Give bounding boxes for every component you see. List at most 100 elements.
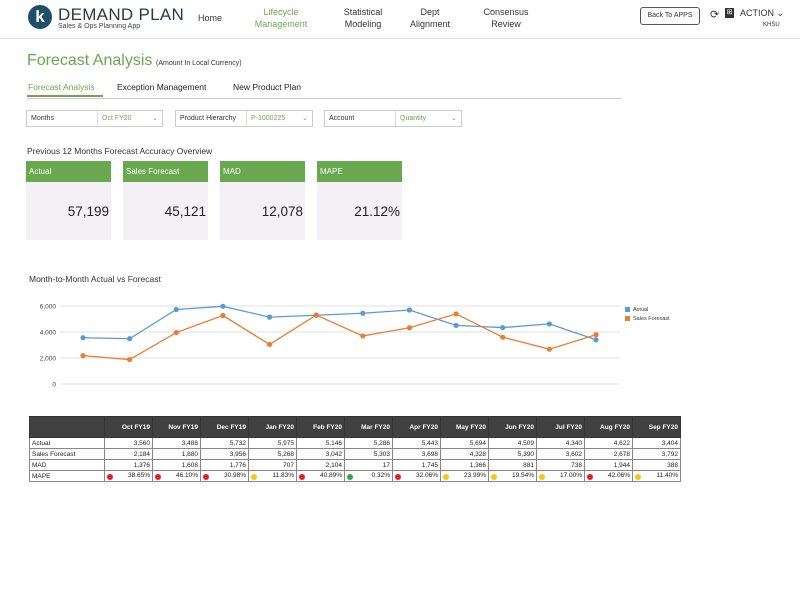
line-chart: 6,000 4,000 2,000 0 Actual Sales Forecast (40, 304, 670, 389)
account-filter[interactable]: Account Quantity ⌄ (324, 110, 462, 127)
top-bar: k DEMAND PLAN Sales & Ops Planning App H… (0, 0, 800, 39)
nav-dept-alignment[interactable]: Dept Alignment (405, 6, 455, 30)
table-header-cell: Aug FY20 (584, 416, 633, 438)
table-cell: 5,975 (248, 437, 297, 449)
refresh-icon[interactable]: ⟳ (710, 9, 720, 21)
cell-value: 5,268 (277, 450, 294, 458)
cell-value: 3,956 (229, 450, 246, 458)
table-header-cell: Jul FY20 (536, 416, 585, 438)
data-point-sales-forecast (80, 353, 86, 359)
table-header-cell: Jan FY20 (248, 416, 297, 438)
nav-home[interactable]: Home (198, 12, 222, 24)
tab-forecast-analysis[interactable]: Forecast Analysis (28, 82, 95, 92)
back-to-apps-button[interactable]: Back To APPS (640, 7, 700, 25)
table-cell: 32.06% (392, 470, 441, 482)
status-dot-icon (491, 474, 497, 480)
status-dot-icon (443, 474, 449, 480)
table-cell: 1,366 (440, 459, 489, 471)
data-point-sales-forecast (406, 325, 413, 331)
nav-statistical-label-1: Statistical (343, 7, 383, 17)
table-cell: 1,880 (152, 448, 201, 460)
table-cell: 46.10% (152, 470, 201, 482)
table-cell: 40.89% (296, 470, 345, 482)
account-filter-value: Quantity (395, 111, 462, 126)
cell-value: 38.65% (127, 472, 150, 479)
cell-value: 1,745 (421, 461, 438, 469)
forecast-table: Oct FY19 Nov FY19 Dec FY19 Jan FY20 Feb FY20… (29, 416, 681, 482)
kpi-label: MAPE (320, 167, 343, 176)
data-point-actual (406, 307, 413, 313)
cell-value: 3,488 (181, 439, 198, 447)
nav-lifecycle-management[interactable]: Lifecycle Management (252, 6, 310, 30)
cell-value: 3,792 (661, 450, 678, 458)
kpi-section-title: Previous 12 Months Forecast Accuracy Ove… (27, 146, 213, 156)
table-cell: 1,608 (152, 459, 201, 471)
legend-label: Sales Forecast (633, 316, 670, 322)
table-cell: 17.00% (536, 470, 585, 482)
nav-statistical-modeling[interactable]: Statistical Modeling (334, 6, 392, 30)
cell-value: 5,694 (469, 439, 486, 447)
cell-value: 17.00% (559, 472, 582, 479)
table-cell: 11.83% (248, 470, 297, 482)
table-cell: 3,602 (536, 448, 585, 460)
table-cell: 2,184 (104, 448, 153, 460)
kpi-value: 45,121 (164, 204, 206, 219)
row-label: Sales Forecast (29, 448, 105, 460)
status-dot-icon (539, 474, 545, 480)
product-hierarchy-filter[interactable]: Product Hierarchy P-1000225 ⌄ (175, 110, 313, 127)
cell-value: 3,560 (133, 439, 150, 447)
tab-new-product-plan[interactable]: New Product Plan (233, 82, 302, 92)
app-subtitle: Sales & Ops Planning App (58, 23, 141, 30)
table-header-cell (29, 416, 105, 438)
table-cell: 1,944 (584, 459, 633, 471)
cell-value: 1,608 (181, 461, 198, 469)
table-cell: 3,404 (632, 437, 681, 449)
table-header-cell: Oct FY19 (104, 416, 153, 438)
table-cell: 30.98% (200, 470, 249, 482)
data-point-sales-forecast (360, 333, 366, 339)
data-point-actual (127, 336, 133, 342)
table-header-cell: Feb FY20 (296, 416, 345, 438)
table-header-cell: Mar FY20 (344, 416, 393, 438)
legend-swatch (625, 316, 630, 321)
table-cell: 3,698 (392, 448, 441, 460)
product-hierarchy-value: P-1000225 (246, 111, 313, 126)
table-cell: 3,560 (104, 437, 153, 449)
months-filter[interactable]: Months Oct FY20 ⌄ (26, 110, 163, 127)
data-point-sales-forecast (220, 312, 226, 319)
kpi-card-header: Actual (26, 161, 111, 182)
cell-value: 707 (283, 461, 294, 469)
cell-value: 0.32% (371, 472, 390, 479)
cell-value: 2,678 (613, 450, 630, 458)
tab-exception-management[interactable]: Exception Management (117, 82, 207, 92)
kpi-card-header: Sales Forecast (123, 161, 208, 182)
nav-consensus-review[interactable]: Consensus Review (478, 6, 534, 30)
nav-home-label: Home (198, 13, 223, 23)
cell-value: 46.10% (175, 472, 198, 479)
action-menu[interactable]: ACTION ⌄ (740, 8, 784, 19)
cell-value: 738 (571, 461, 582, 469)
table-cell: 5,443 (392, 437, 441, 449)
kpi-label: MAD (223, 167, 241, 176)
data-point-actual (80, 335, 86, 341)
kpi-card-mape: MAPE 21.12% (317, 161, 402, 240)
page-title: Forecast Analysis (27, 52, 153, 69)
table-cell: 17 (344, 459, 393, 471)
status-dot-icon (395, 474, 401, 480)
table-cell: 4,509 (488, 437, 537, 449)
table-cell: 2,678 (584, 448, 633, 460)
cell-value: 1,366 (469, 461, 486, 469)
table-cell: 738 (536, 459, 585, 471)
y-tick-label: 6,000 (40, 304, 57, 311)
table-cell: 1,376 (104, 459, 153, 471)
table-header-cell: Dec FY19 (200, 416, 249, 438)
table-row: MAPE 38.65% 46.10% 30.98% 11.83% 40.89% 0.32% 3… (29, 470, 681, 482)
app-title: DEMAND PLAN (58, 5, 185, 24)
data-point-actual (360, 310, 366, 316)
table-cell: 4,622 (584, 437, 633, 449)
table-cell: 5,286 (344, 437, 393, 449)
office-icon[interactable]: ⊞ (725, 8, 734, 18)
cell-value: 30.98% (223, 472, 246, 479)
y-tick-label: 0 (52, 382, 56, 389)
cell-value: 11.40% (656, 472, 678, 479)
